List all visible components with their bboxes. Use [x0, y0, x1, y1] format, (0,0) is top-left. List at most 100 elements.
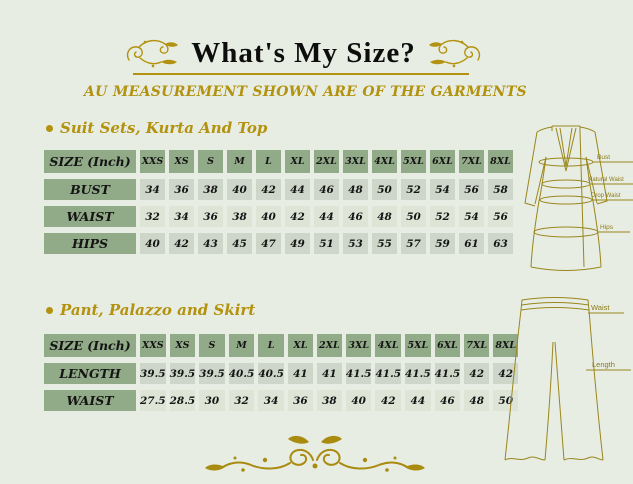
measurement-value-cell: 48	[464, 390, 490, 411]
page-header: What's My Size? AU MEASUREMENT SHOWN ARE…	[0, 36, 633, 101]
title-row: What's My Size?	[0, 36, 620, 70]
size-header-cell: 7XL	[464, 334, 490, 357]
section-heading-suit-sets: Suit Sets, Kurta And Top	[46, 119, 267, 137]
measurement-row: BUST 34 36 38 40 42 44 46 48 50 52 54 56 58	[44, 179, 513, 200]
measurement-value-cell: 45	[227, 233, 252, 254]
size-header-cell: L	[256, 150, 281, 173]
measurement-value-cell: 38	[316, 390, 342, 411]
size-header-cell: 4XL	[372, 150, 397, 173]
measurement-value-cell: 41	[316, 363, 342, 384]
measurement-value-cell: 40	[227, 179, 252, 200]
measurement-value-cell: 41	[287, 363, 313, 384]
flourish-right-ornament-icon	[428, 39, 480, 68]
measurement-value-cell: 55	[372, 233, 397, 254]
measurement-value-cell: 41.5	[434, 363, 461, 384]
measurement-value-cell: 57	[401, 233, 426, 254]
measurement-value-cell: 42	[285, 206, 310, 227]
size-header-cell: XXS	[140, 334, 166, 357]
measurement-value-cell: 40	[256, 206, 281, 227]
measurement-row: WAIST 32 34 36 38 40 42 44 46 48 50 52 54 56	[44, 206, 513, 227]
size-header-cell: M	[228, 334, 255, 357]
measurement-row: LENGTH 39.5 39.5 39.5 40.5 40.5 41 41 41.5 41.5 41…	[44, 363, 519, 384]
bullet-icon	[46, 124, 53, 132]
measurement-value-cell: 36	[287, 390, 313, 411]
size-header-cell: 8XL	[488, 150, 513, 173]
size-header-cell: 3XL	[343, 150, 368, 173]
measurement-value-cell: 42	[256, 179, 281, 200]
size-header-cell: XS	[169, 150, 194, 173]
measurement-value-cell: 44	[285, 179, 310, 200]
measurement-value-cell: 44	[405, 390, 431, 411]
measurement-value-cell: 43	[198, 233, 223, 254]
pant-measurement-diagram: Waist Length	[504, 297, 631, 461]
kurta-label-natural-waist: Natural Waist	[588, 177, 624, 183]
measurement-value-cell: 34	[258, 390, 284, 411]
measurement-value-cell: 54	[430, 179, 455, 200]
measurement-value-cell: 38	[198, 179, 223, 200]
measurement-value-cell: 40.5	[258, 363, 284, 384]
size-header-cell: 2XL	[314, 150, 339, 173]
size-header-cell: XXS	[140, 150, 165, 173]
measurement-value-cell: 56	[459, 179, 484, 200]
size-header-cell: XS	[169, 334, 196, 357]
kurta-label-bust: Bust	[597, 154, 610, 161]
kurta-label-drop-waist: Drop Waist	[591, 193, 621, 199]
measurement-value-cell: 41.5	[345, 363, 372, 384]
measurement-value-cell: 34	[169, 206, 194, 227]
bottom-flourish-ornament-icon	[205, 434, 425, 473]
measurement-label-cell: LENGTH	[44, 363, 136, 384]
measurement-value-cell: 40	[140, 233, 165, 254]
measurement-value-cell: 48	[343, 179, 368, 200]
measurement-value-cell: 42	[493, 363, 519, 384]
measurement-value-cell: 56	[488, 206, 513, 227]
size-table-pant-palazzo: SIZE (Inch) XXS XS S M L XL 2XL 3XL 4XL 5XL 6XL 7XL 8…	[40, 328, 522, 417]
size-header-cell: M	[227, 150, 252, 173]
measurement-value-cell: 36	[169, 179, 194, 200]
measurement-row: HIPS 40 42 43 45 47 49 51 53 55 57 59 61 63	[44, 233, 513, 254]
measurement-label-cell: WAIST	[44, 206, 136, 227]
bullet-icon	[46, 306, 53, 314]
measurement-label-cell: BUST	[44, 179, 136, 200]
size-header-cell: S	[198, 150, 223, 173]
measurement-value-cell: 34	[140, 179, 165, 200]
title-underline	[132, 73, 469, 75]
size-header-cell: 8XL	[493, 334, 519, 357]
size-header-cell: 4XL	[375, 334, 402, 357]
size-header-cell: L	[258, 334, 284, 357]
size-header-cell: 5XL	[405, 334, 431, 357]
measurement-value-cell: 54	[459, 206, 484, 227]
measurement-value-cell: 42	[375, 390, 402, 411]
measurement-value-cell: 36	[198, 206, 223, 227]
measurement-value-cell: 38	[227, 206, 252, 227]
measurement-value-cell: 46	[343, 206, 368, 227]
size-table-suit-sets: SIZE (Inch) XXS XS S M L XL 2XL 3XL 4XL 5XL 6XL 7XL 8…	[40, 144, 517, 260]
measurement-value-cell: 40.5	[228, 363, 255, 384]
size-header-row: SIZE (Inch) XXS XS S M L XL 2XL 3XL 4XL 5XL 6XL 7XL 8…	[44, 334, 519, 357]
measurement-value-cell: 48	[372, 206, 397, 227]
measurement-value-cell: 42	[464, 363, 490, 384]
size-header-cell: 6XL	[430, 150, 455, 173]
measurement-value-cell: 63	[488, 233, 513, 254]
measurement-value-cell: 44	[314, 206, 339, 227]
measurement-value-cell: 47	[256, 233, 281, 254]
measurement-value-cell: 28.5	[169, 390, 196, 411]
kurta-label-hips: Hips	[600, 224, 614, 231]
subtitle: AU MEASUREMENT SHOWN ARE OF THE GARMENTS	[84, 84, 527, 100]
page-title: What's My Size?	[191, 36, 416, 69]
measurement-value-cell: 46	[314, 179, 339, 200]
flourish-left-ornament-icon	[127, 39, 179, 68]
measurement-value-cell: 27.5	[140, 390, 166, 411]
section-heading-label: Pant, Palazzo and Skirt	[60, 301, 256, 319]
measurement-value-cell: 41.5	[375, 363, 402, 384]
size-header-cell: 3XL	[345, 334, 372, 357]
measurement-label-cell: HIPS	[44, 233, 136, 254]
measurement-value-cell: 53	[343, 233, 368, 254]
size-unit-header-cell: SIZE (Inch)	[44, 150, 136, 173]
measurement-value-cell: 39.5	[169, 363, 196, 384]
size-header-cell: 7XL	[459, 150, 484, 173]
measurement-label-cell: WAIST	[44, 390, 136, 411]
section-heading-label: Suit Sets, Kurta And Top	[60, 119, 268, 137]
measurement-value-cell: 61	[459, 233, 484, 254]
measurement-value-cell: 52	[401, 179, 426, 200]
